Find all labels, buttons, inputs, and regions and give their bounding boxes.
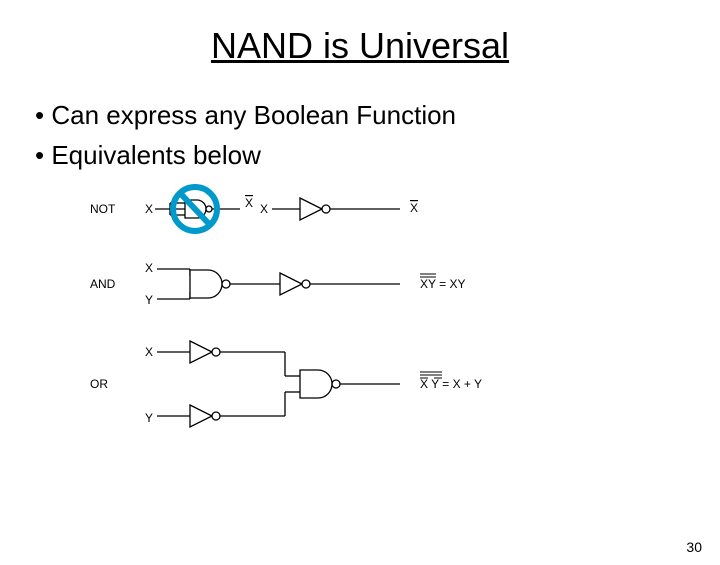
svg-text:Y: Y [145,411,153,425]
svg-text:X: X [145,261,153,275]
row-and: AND X Y XY = XY [90,261,465,307]
logic-diagram: NOT X X X X AND X Y [90,184,720,474]
row-or: OR X Y X Y = X + Y [90,341,482,427]
bullet-item: • Equivalents below [35,137,720,173]
input-label: X [145,202,153,216]
bullet-list: • Can express any Boolean Function • Equ… [35,97,720,174]
bullet-item: • Can express any Boolean Function [35,97,720,133]
svg-text:X: X [145,345,153,359]
row-label: NOT [90,202,116,216]
page-number: 30 [686,539,702,555]
svg-text:X Y = X + Y: X Y = X + Y [420,377,482,391]
svg-text:XY = XY: XY = XY [420,277,465,291]
svg-text:Y: Y [145,293,153,307]
row-not: NOT X X X X [90,187,418,231]
slide-title: NAND is Universal [0,25,720,67]
svg-text:X: X [410,201,418,215]
row-label: OR [90,377,108,391]
svg-text:X: X [260,202,268,216]
svg-text:X: X [245,196,253,210]
row-label: AND [90,277,116,291]
